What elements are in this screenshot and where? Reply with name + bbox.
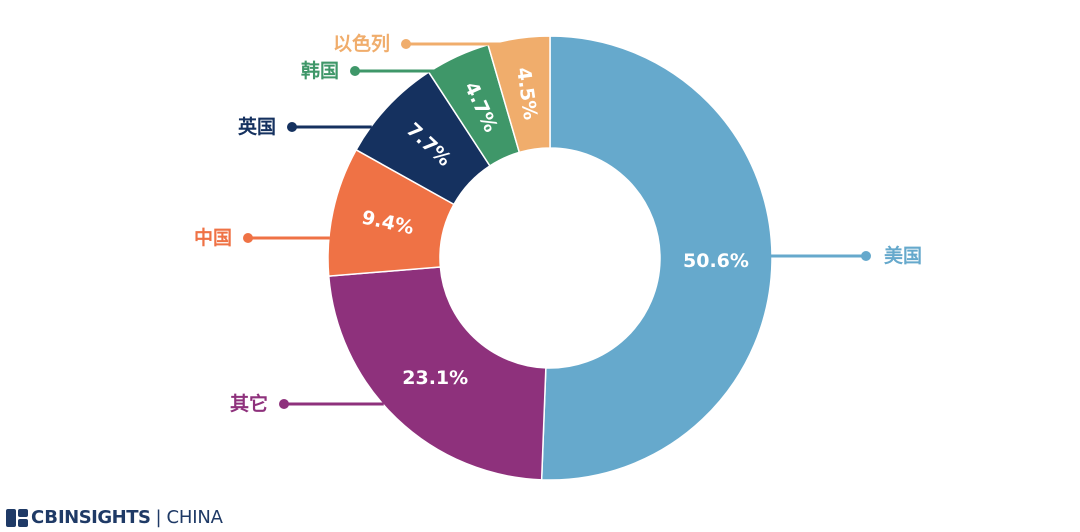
brand-logo: CB INSIGHTS | CHINA: [6, 506, 223, 530]
leader-dot-5: [401, 39, 411, 49]
category-label-2: 中国: [194, 226, 232, 249]
category-label-0: 美国: [884, 244, 922, 267]
pie-slice-1: [327, 266, 547, 481]
data-label-0: 50.6%: [683, 250, 749, 272]
brand-region: CHINA: [166, 507, 223, 528]
leader-dot-0: [861, 251, 871, 261]
pie-slice-5: [487, 35, 551, 154]
leader-dot-1: [279, 399, 289, 409]
category-label-4: 韩国: [301, 59, 339, 82]
category-label-1: 其它: [230, 392, 268, 415]
slices-layer: [327, 35, 773, 481]
pie-slice-0: [540, 35, 773, 481]
brand-separator: |: [155, 507, 162, 528]
cb-logo-icon: [6, 509, 28, 527]
category-label-3: 英国: [238, 115, 276, 138]
leader-dot-2: [243, 233, 253, 243]
brand-cb: CB: [31, 507, 58, 528]
data-label-1: 23.1%: [402, 367, 468, 389]
category-label-5: 以色列: [333, 32, 390, 55]
leader-dot-3: [287, 122, 297, 132]
leader-dot-4: [350, 66, 360, 76]
brand-name: INSIGHTS: [57, 507, 151, 528]
